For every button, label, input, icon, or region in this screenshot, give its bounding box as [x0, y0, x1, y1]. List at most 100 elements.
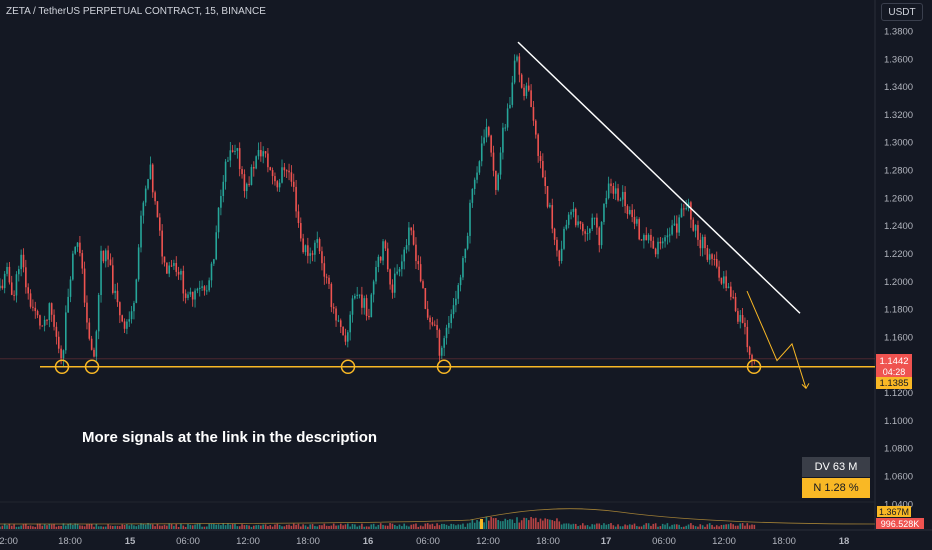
candle-body: [473, 179, 476, 189]
symbol-title[interactable]: ZETA / TetherUS PERPETUAL CONTRACT, 15, …: [6, 6, 266, 17]
volume-bar: [142, 523, 145, 529]
candle-body: [624, 191, 626, 207]
volume-bar: [100, 526, 102, 529]
volume-bar: [255, 525, 257, 529]
volume-bar: [624, 524, 626, 529]
volume-bar: [431, 523, 434, 529]
volume-bar: [645, 523, 648, 529]
volume-bar: [128, 525, 131, 529]
volume-bar: [490, 516, 492, 529]
candle-body: [191, 291, 194, 300]
candle-body: [612, 186, 615, 194]
volume-bar: [159, 525, 161, 529]
candle-body: [502, 127, 504, 153]
currency-button[interactable]: USDT: [881, 3, 923, 21]
volume-bar: [504, 518, 507, 529]
volume-bar: [281, 526, 283, 529]
candle-body: [180, 270, 182, 275]
volume-bar: [318, 525, 321, 529]
candle-body: [436, 325, 438, 330]
volume-bar: [358, 525, 361, 529]
candle-body: [412, 230, 415, 245]
candle-body: [135, 279, 138, 303]
candle-body: [133, 302, 135, 312]
candle-body: [210, 263, 213, 281]
volume-bar: [506, 520, 509, 529]
candle-body: [25, 267, 27, 288]
volume-bar: [563, 523, 565, 529]
candle-body: [86, 302, 88, 323]
candle-body: [151, 164, 154, 193]
candle-body: [283, 167, 286, 171]
volume-bar: [170, 524, 173, 529]
candle-body: [708, 254, 711, 260]
volume-bar: [614, 526, 617, 529]
candle-body: [715, 259, 718, 267]
volume-bar: [27, 525, 29, 529]
candle-body: [234, 150, 236, 152]
candle-body: [55, 326, 58, 337]
volume-bar: [173, 525, 175, 529]
candle-body: [8, 266, 11, 283]
volume-bar: [363, 526, 366, 529]
volume-bar: [332, 523, 335, 529]
volume-bar: [163, 524, 166, 529]
candlesticks: [0, 53, 756, 368]
volume-bar: [372, 523, 375, 529]
last-price-text: 1.1442: [879, 356, 908, 367]
volume-bar: [135, 526, 138, 529]
candle-body: [104, 250, 107, 262]
time-tick-label: 17: [601, 536, 612, 547]
volume-bar: [542, 520, 544, 529]
volume-bar: [452, 524, 455, 529]
candle-body: [208, 280, 210, 291]
candle-body: [83, 268, 86, 303]
candle-body: [661, 241, 664, 244]
candle-body: [389, 269, 391, 285]
volume-bar: [666, 523, 669, 529]
volume-bar: [41, 525, 44, 529]
volume-bar: [241, 524, 243, 529]
volume-bar: [69, 523, 72, 529]
candle-body: [370, 294, 373, 318]
candle-body: [137, 247, 140, 280]
volume-bar: [215, 524, 217, 529]
volume-bar: [201, 526, 203, 529]
volume-badge-2-text: 996.528K: [881, 519, 920, 529]
volume-bar: [60, 525, 62, 529]
candle-body: [426, 308, 429, 318]
candle-body: [598, 227, 601, 246]
candle-body: [166, 262, 168, 274]
price-axis[interactable]: 1.3800 1.3600 1.3400 1.3200 1.3000 1.2800 1.26…: [884, 27, 913, 511]
volume-bar: [121, 524, 123, 529]
candle-body: [394, 273, 396, 293]
volume-bar: [130, 524, 133, 529]
time-axis[interactable]: 12:00 18:00 15 06:00 12:00 18:00 16 06:00 12:00 1…: [0, 536, 849, 547]
volume-bar: [462, 523, 464, 529]
candle-body: [558, 250, 561, 261]
volume-bar: [104, 526, 107, 529]
candle-body: [62, 350, 65, 359]
candle-body: [79, 242, 81, 254]
volume-bar: [81, 525, 84, 529]
volume-bar: [347, 523, 349, 529]
candle-body: [114, 290, 116, 293]
volume-bar: [579, 525, 582, 529]
candle-body: [262, 151, 264, 157]
candle-body: [363, 298, 366, 308]
volume-bar: [154, 526, 156, 529]
volume-bar: [502, 521, 504, 529]
volume-bar: [720, 524, 723, 529]
volume-bar: [708, 523, 711, 529]
volume-bar: [62, 523, 65, 529]
volume-bar: [633, 523, 636, 529]
volume-bar: [448, 525, 450, 529]
volume-bar: [335, 525, 337, 529]
volume-bar: [436, 523, 438, 529]
candle-body: [325, 276, 328, 278]
volume-bar: [650, 525, 652, 529]
volume-bar: [46, 525, 48, 529]
candle-body: [236, 148, 239, 151]
candle-body: [112, 265, 114, 293]
